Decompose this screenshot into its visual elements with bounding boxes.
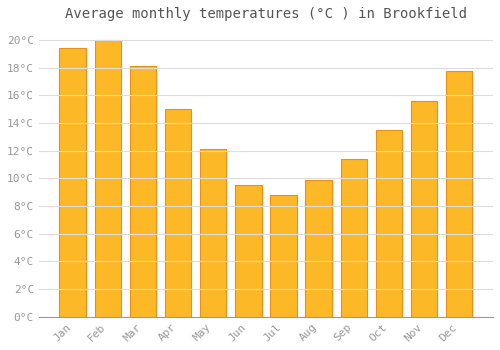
- Bar: [270, 195, 296, 317]
- Bar: [446, 71, 472, 317]
- Bar: [130, 66, 156, 317]
- Bar: [165, 109, 191, 317]
- Title: Average monthly temperatures (°C ) in Brookfield: Average monthly temperatures (°C ) in Br…: [65, 7, 467, 21]
- Bar: [306, 180, 332, 317]
- Bar: [376, 130, 402, 317]
- Bar: [340, 159, 367, 317]
- Bar: [60, 48, 86, 317]
- Bar: [411, 101, 438, 317]
- Bar: [200, 149, 226, 317]
- Bar: [235, 186, 262, 317]
- Bar: [94, 40, 121, 317]
